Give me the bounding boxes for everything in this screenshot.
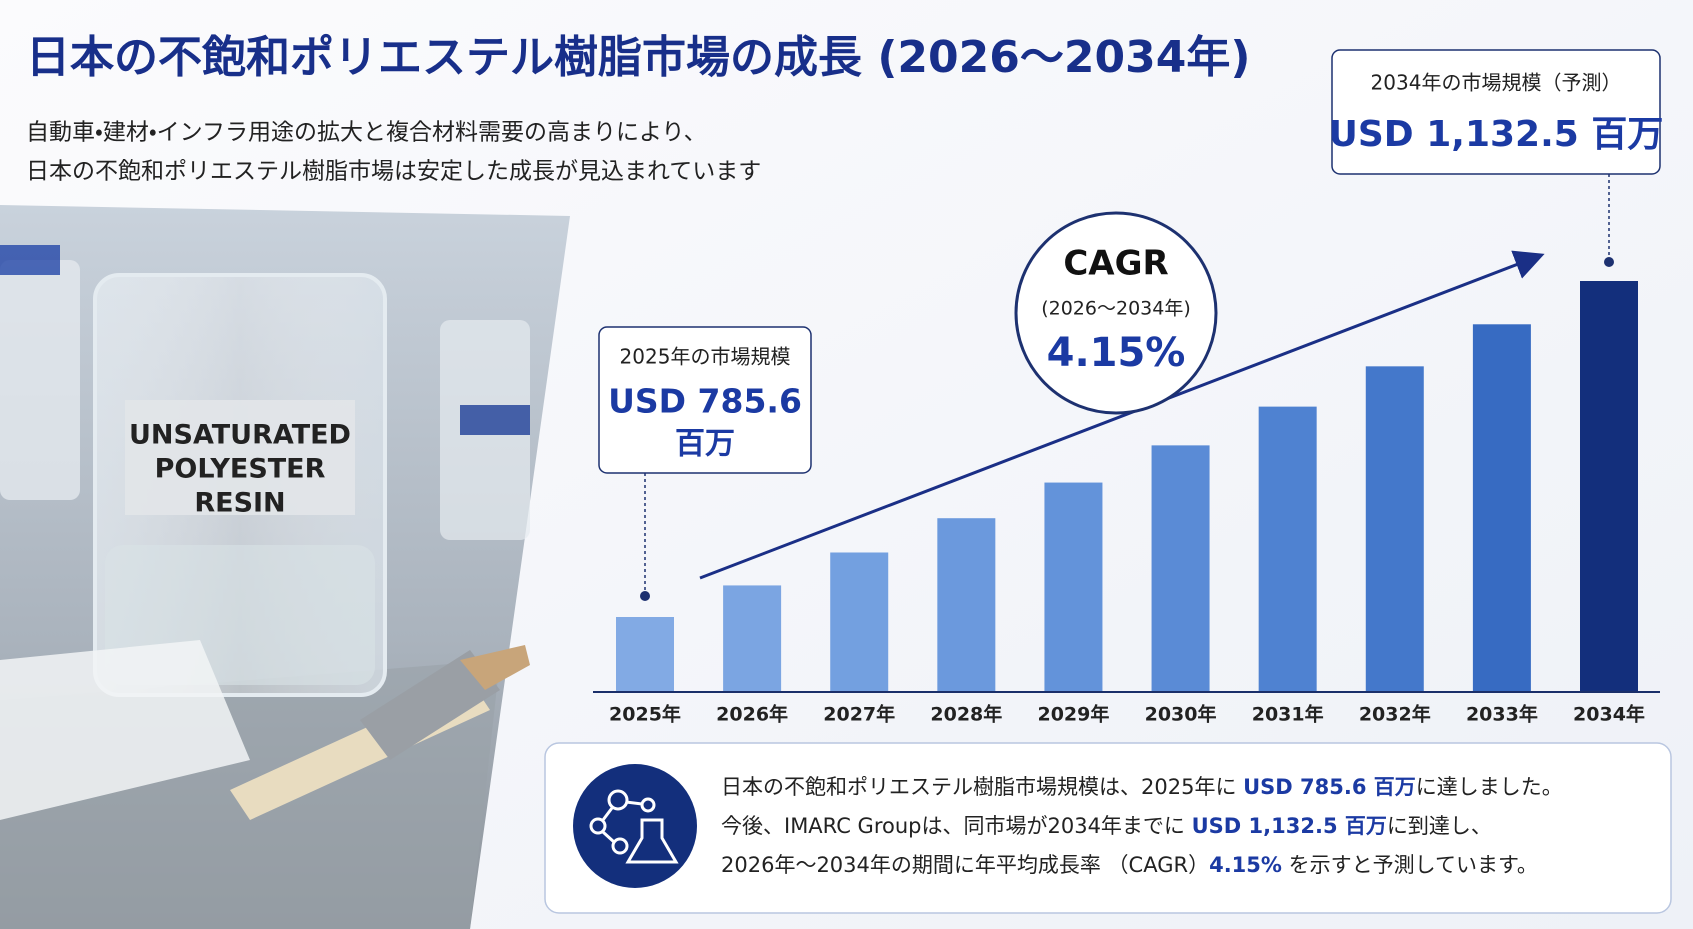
trend-arrow bbox=[699, 250, 1545, 580]
cagr-label: CAGR bbox=[1063, 244, 1168, 284]
title: 日本の不飽和ポリエステル樹脂市場の成長 (2026〜2034年) bbox=[26, 32, 1250, 83]
summary-line: 2026年〜2034年の期間に年平均成長率 （CAGR）4.15% を示すと予測… bbox=[721, 853, 1538, 877]
x-tick-label: 2034年 bbox=[1573, 703, 1645, 726]
summary-segment: に到達し、 bbox=[1387, 814, 1492, 838]
subtitle: 日本の不飽和ポリエステル樹脂市場は安定した成長が見込まれています bbox=[26, 159, 761, 185]
summary-line: 日本の不飽和ポリエステル樹脂市場規模は、2025年に USD 785.6 百万に… bbox=[721, 775, 1563, 799]
photo bbox=[0, 205, 570, 929]
summary-highlight: 4.15% bbox=[1209, 853, 1282, 877]
summary-line: 今後、IMARC Groupは、同市場が2034年までに USD 1,132.5… bbox=[721, 814, 1492, 838]
summary-box bbox=[544, 742, 1672, 914]
bar bbox=[830, 552, 889, 691]
photo-label-line: UNSATURATED bbox=[129, 420, 351, 451]
x-tick-label: 2032年 bbox=[1359, 703, 1431, 726]
summary-segment: 2026年〜2034年の期間に年平均成長率 （CAGR） bbox=[721, 853, 1209, 877]
x-tick-label: 2029年 bbox=[1037, 703, 1109, 726]
x-tick-label: 2025年 bbox=[609, 703, 681, 726]
bar-chart: 2025年 2026年 2027年 2028年 2029年 2030年 2031年 2032年… bbox=[593, 250, 1660, 726]
cagr-badge: CAGR (2026〜2034年) 4.15% bbox=[1014, 211, 1218, 415]
summary-highlight: USD 785.6 百万 bbox=[1243, 775, 1416, 799]
callout-2034: 2034年の市場規模（予測） USD 1,132.5 百万 bbox=[1329, 49, 1664, 267]
bar bbox=[1365, 366, 1424, 691]
bar bbox=[1580, 281, 1638, 691]
x-tick-label: 2028年 bbox=[930, 703, 1002, 726]
bar bbox=[1044, 482, 1103, 691]
x-tick-label: 2033年 bbox=[1466, 703, 1538, 726]
x-tick-label: 2027年 bbox=[823, 703, 895, 726]
summary-segment: に達しました。 bbox=[1416, 775, 1563, 799]
photo-label-line: POLYESTER bbox=[155, 454, 326, 485]
callout-unit: 百万 bbox=[675, 427, 735, 462]
summary-segment: を示すと予測しています。 bbox=[1282, 853, 1538, 877]
cagr-period: (2026〜2034年) bbox=[1041, 298, 1191, 320]
x-tick-label: 2030年 bbox=[1145, 703, 1217, 726]
callout-value: USD 785.6 bbox=[608, 382, 802, 421]
callout-value: USD 1,132.5 百万 bbox=[1329, 114, 1664, 155]
bar bbox=[616, 617, 674, 691]
bar bbox=[1258, 406, 1317, 691]
x-tick-label: 2031年 bbox=[1252, 703, 1324, 726]
bar bbox=[1151, 445, 1210, 691]
x-tick-label: 2026年 bbox=[716, 703, 788, 726]
cagr-value: 4.15% bbox=[1047, 330, 1186, 376]
callout-label: 2034年の市場規模（予測） bbox=[1371, 71, 1622, 95]
bar bbox=[1472, 324, 1531, 691]
summary-segment: 今後、IMARC Groupは、同市場が2034年までに bbox=[721, 814, 1192, 838]
summary-highlight: USD 1,132.5 百万 bbox=[1192, 814, 1387, 838]
callout-2025: 2025年の市場規模 USD 785.6 百万 bbox=[598, 326, 812, 601]
summary-text: 日本の不飽和ポリエステル樹脂市場規模は、2025年に USD 785.6 百万に… bbox=[721, 775, 1563, 877]
bar bbox=[937, 518, 996, 691]
callout-label: 2025年の市場規模 bbox=[620, 345, 791, 369]
bar bbox=[723, 585, 782, 691]
photo-label-line: RESIN bbox=[194, 488, 285, 519]
subtitle: 自動車・建材・インフラ用途の拡大と複合材料需要の高まりにより、 bbox=[26, 120, 707, 146]
summary-segment: 日本の不飽和ポリエステル樹脂市場規模は、2025年に bbox=[721, 775, 1243, 799]
